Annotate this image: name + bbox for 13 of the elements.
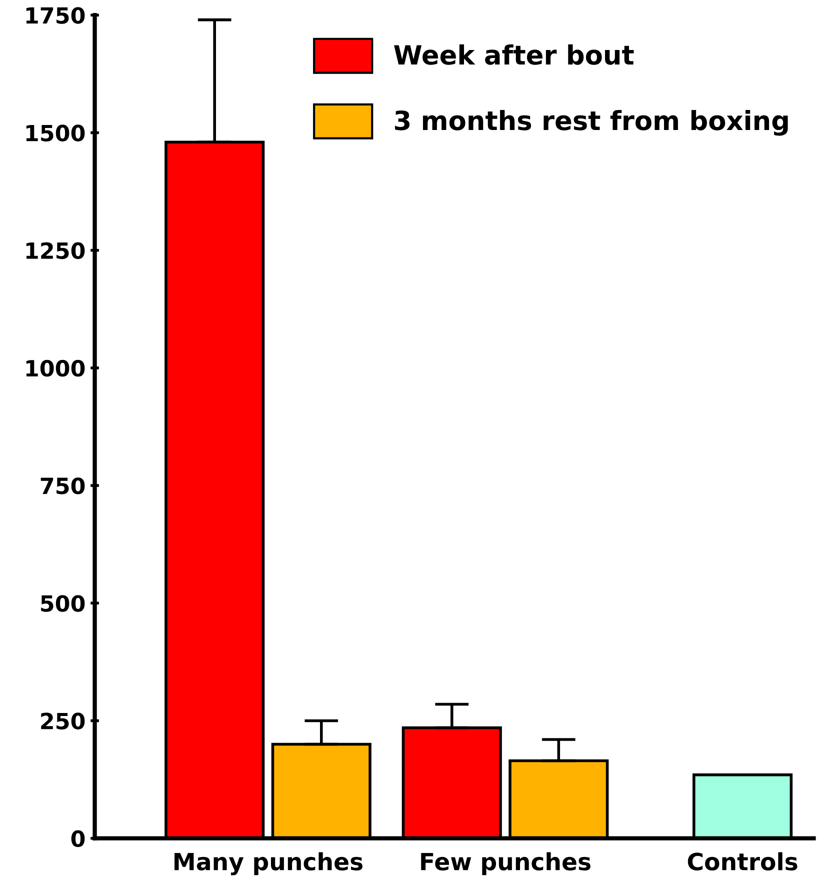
legend-label: 3 months rest from boxing [395, 110, 788, 136]
y-tick-label: 1750 [26, 7, 85, 24]
x-tick-label: Controls [688, 852, 798, 870]
x-tick-label: Few punches [421, 852, 590, 876]
y-tick-label: 1000 [26, 360, 85, 377]
y-tick-label: 500 [41, 595, 85, 612]
x-tick-label: Many punches [174, 852, 362, 876]
y-tick-label: 1500 [26, 124, 85, 142]
y-tick-label: 1250 [26, 242, 85, 260]
y-tick-label: 250 [41, 712, 85, 730]
legend-label: Week after bout [394, 44, 634, 65]
y-tick-label: 750 [40, 477, 85, 494]
y-tick-label: 0 [71, 830, 85, 848]
